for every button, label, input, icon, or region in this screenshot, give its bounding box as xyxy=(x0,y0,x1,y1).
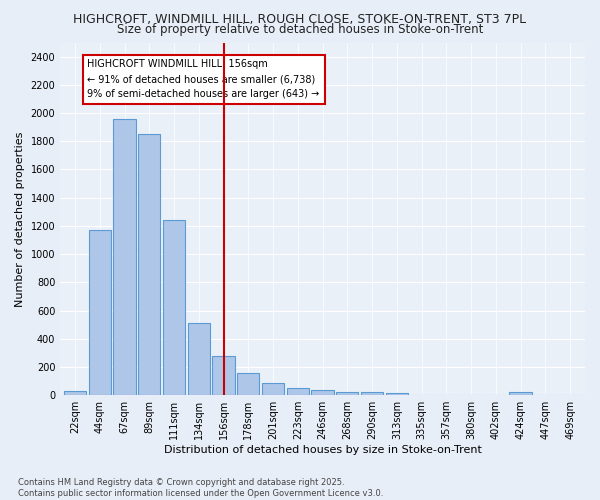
Bar xyxy=(163,220,185,395)
Text: Contains HM Land Registry data © Crown copyright and database right 2025.
Contai: Contains HM Land Registry data © Crown c… xyxy=(18,478,383,498)
X-axis label: Distribution of detached houses by size in Stoke-on-Trent: Distribution of detached houses by size … xyxy=(164,445,482,455)
Text: HIGHCROFT WINDMILL HILL: 156sqm
← 91% of detached houses are smaller (6,738)
9% : HIGHCROFT WINDMILL HILL: 156sqm ← 91% of… xyxy=(88,60,320,99)
Bar xyxy=(287,388,309,395)
Bar xyxy=(64,391,86,395)
Bar xyxy=(336,392,358,395)
Bar xyxy=(311,390,334,395)
Bar xyxy=(138,134,160,395)
Bar xyxy=(113,118,136,395)
Bar xyxy=(237,374,259,395)
Y-axis label: Number of detached properties: Number of detached properties xyxy=(15,131,25,306)
Bar xyxy=(212,356,235,395)
Bar xyxy=(188,322,210,395)
Bar xyxy=(386,393,408,395)
Text: HIGHCROFT, WINDMILL HILL, ROUGH CLOSE, STOKE-ON-TRENT, ST3 7PL: HIGHCROFT, WINDMILL HILL, ROUGH CLOSE, S… xyxy=(73,12,527,26)
Bar xyxy=(509,392,532,395)
Bar xyxy=(89,230,111,395)
Bar xyxy=(361,392,383,395)
Bar xyxy=(262,382,284,395)
Text: Size of property relative to detached houses in Stoke-on-Trent: Size of property relative to detached ho… xyxy=(117,22,483,36)
